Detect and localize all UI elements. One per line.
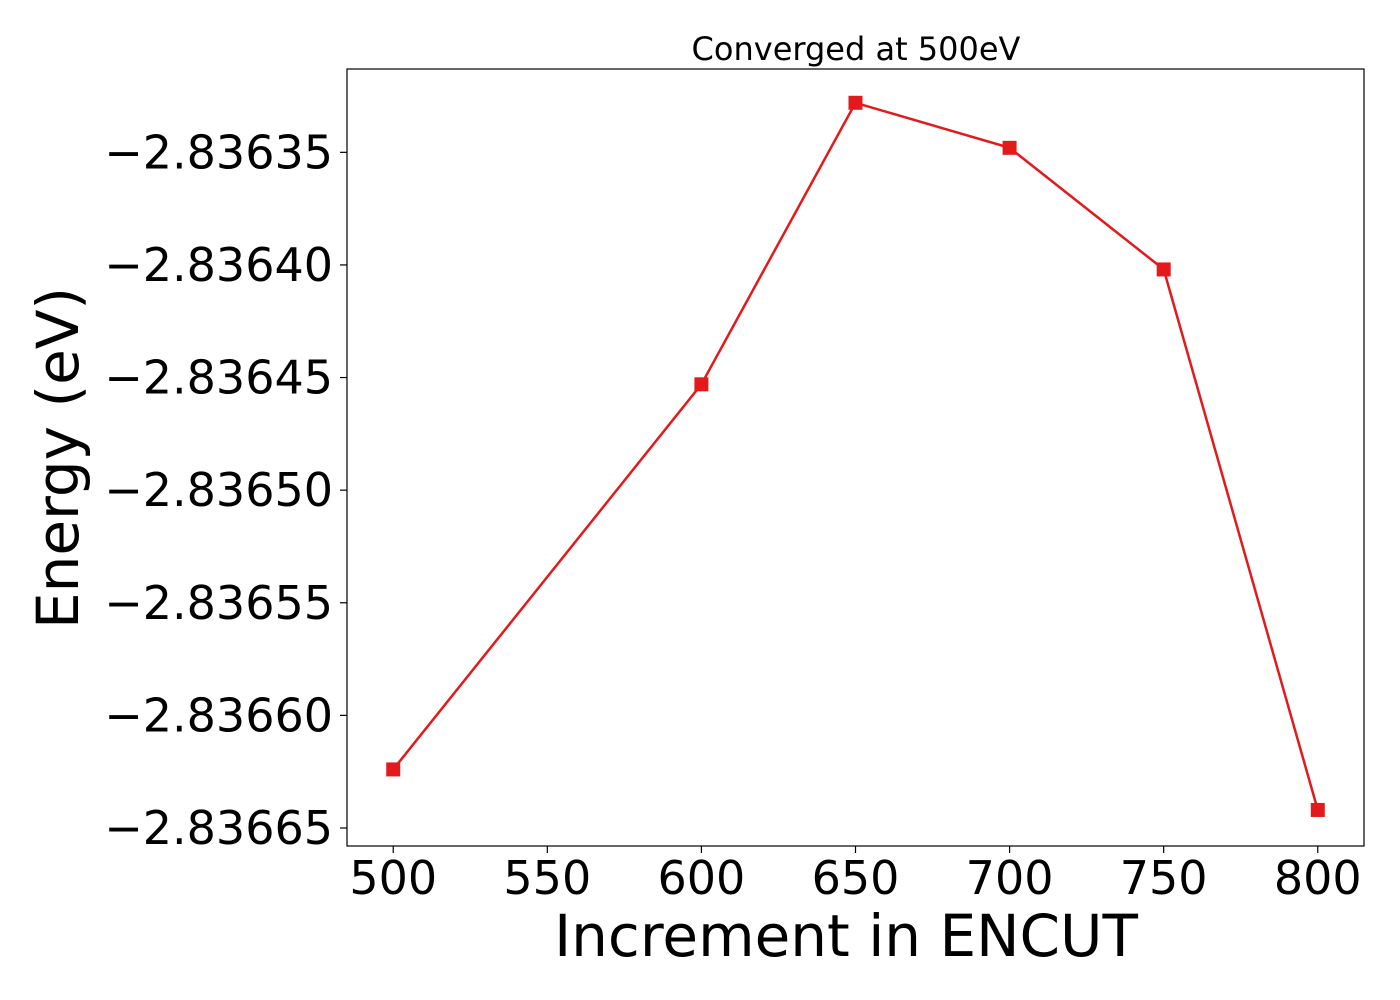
x-tick-label: 750 (1120, 851, 1208, 905)
data-point (694, 377, 709, 392)
data-point (1002, 140, 1017, 155)
x-tick-label: 600 (658, 851, 746, 905)
x-tick-label: 800 (1274, 851, 1362, 905)
x-tick-label: 500 (349, 851, 437, 905)
data-point (386, 762, 401, 777)
x-tick-label: 550 (503, 851, 591, 905)
plot-area (346, 68, 1365, 847)
y-tick-label: −2.83660 (104, 688, 333, 742)
x-tick-label: 700 (966, 851, 1054, 905)
y-tick-label: −2.83645 (104, 351, 333, 405)
data-point (1156, 262, 1171, 277)
y-tick-label: −2.83665 (104, 801, 333, 855)
y-tick-label: −2.83655 (104, 576, 333, 630)
data-point (1310, 802, 1325, 817)
y-tick-label: −2.83640 (104, 238, 333, 292)
y-axis: −2.83635 −2.83640 −2.83645 −2.83650 −2.83655… (104, 125, 347, 855)
y-tick-label: −2.83650 (104, 463, 333, 517)
data-point (848, 95, 863, 110)
series-line (392, 101, 1320, 811)
x-tick-label: 650 (812, 851, 900, 905)
x-axis: 500 550 600 650 700 750 800 (349, 846, 1362, 905)
series-layer (386, 95, 1325, 817)
chart-title: Converged at 500eV (692, 30, 1021, 68)
y-tick-label: −2.83635 (104, 125, 333, 179)
y-axis-label: Energy (eV) (24, 287, 92, 629)
x-axis-label: Increment in ENCUT (554, 902, 1138, 970)
